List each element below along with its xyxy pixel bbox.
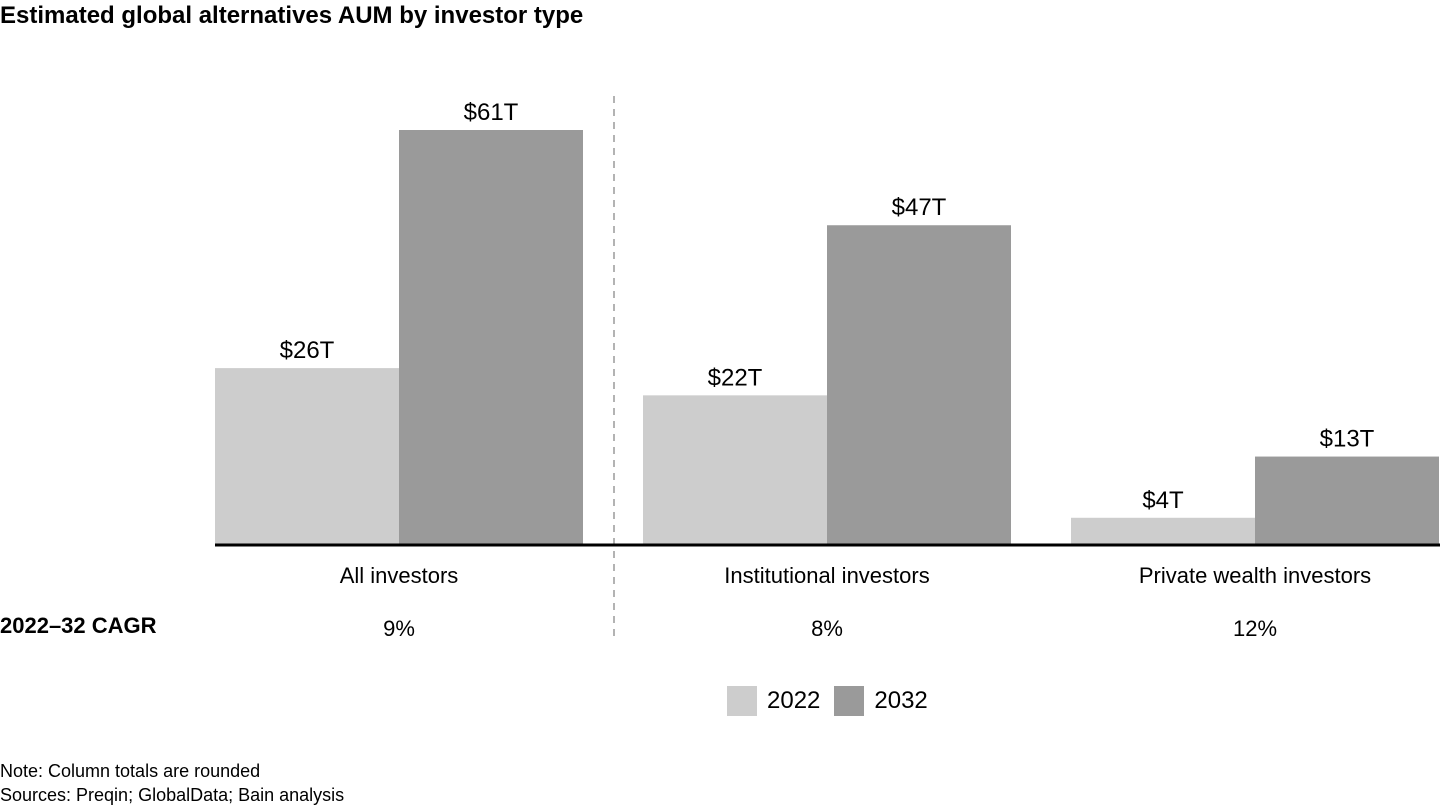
category-label-institutional-investors: Institutional investors <box>724 563 929 588</box>
legend-item-2032: 2032 <box>834 686 928 716</box>
data-label-all-investors-2022: $26T <box>280 337 335 364</box>
data-label-private-wealth-investors-2032: $13T <box>1320 426 1375 453</box>
legend-item-2022: 2022 <box>727 686 820 716</box>
legend-label-2032: 2032 <box>874 687 928 714</box>
bar-institutional-investors-2032 <box>827 225 1011 545</box>
bar-private-wealth-investors-2022 <box>1071 517 1255 545</box>
cagr-value-institutional-investors: 8% <box>811 616 843 641</box>
bar-all-investors-2022 <box>215 368 399 545</box>
chart-title: Estimated global alternatives AUM by inv… <box>0 2 584 29</box>
category-label-all-investors: All investors <box>340 563 459 588</box>
bar-institutional-investors-2022 <box>643 395 827 545</box>
data-label-all-investors-2032: $61T <box>464 99 519 126</box>
cagr-value-private-wealth-investors: 12% <box>1233 616 1277 641</box>
bar-all-investors-2032 <box>399 130 583 545</box>
bar-private-wealth-investors-2032 <box>1255 456 1439 545</box>
cagr-value-all-investors: 9% <box>383 616 415 641</box>
bar-chart: $26T $61T All investors 9% $22T $47T Instituti… <box>215 96 1440 641</box>
data-label-institutional-investors-2022: $22T <box>708 364 763 391</box>
footer-note: Note: Column totals are rounded <box>0 761 261 781</box>
category-label-private-wealth-investors: Private wealth investors <box>1139 563 1371 588</box>
data-label-private-wealth-investors-2022: $4T <box>1142 487 1184 514</box>
data-label-institutional-investors-2032: $47T <box>892 194 947 221</box>
legend-swatch-2032 <box>834 686 865 716</box>
legend: 2022 2032 <box>727 686 942 716</box>
footer-sources: Sources: Preqin; GlobalData; Bain analys… <box>0 785 345 805</box>
cagr-row-label: 2022–32 CAGR <box>0 613 157 638</box>
legend-swatch-2022 <box>727 686 757 716</box>
legend-label-2022: 2022 <box>767 687 821 714</box>
